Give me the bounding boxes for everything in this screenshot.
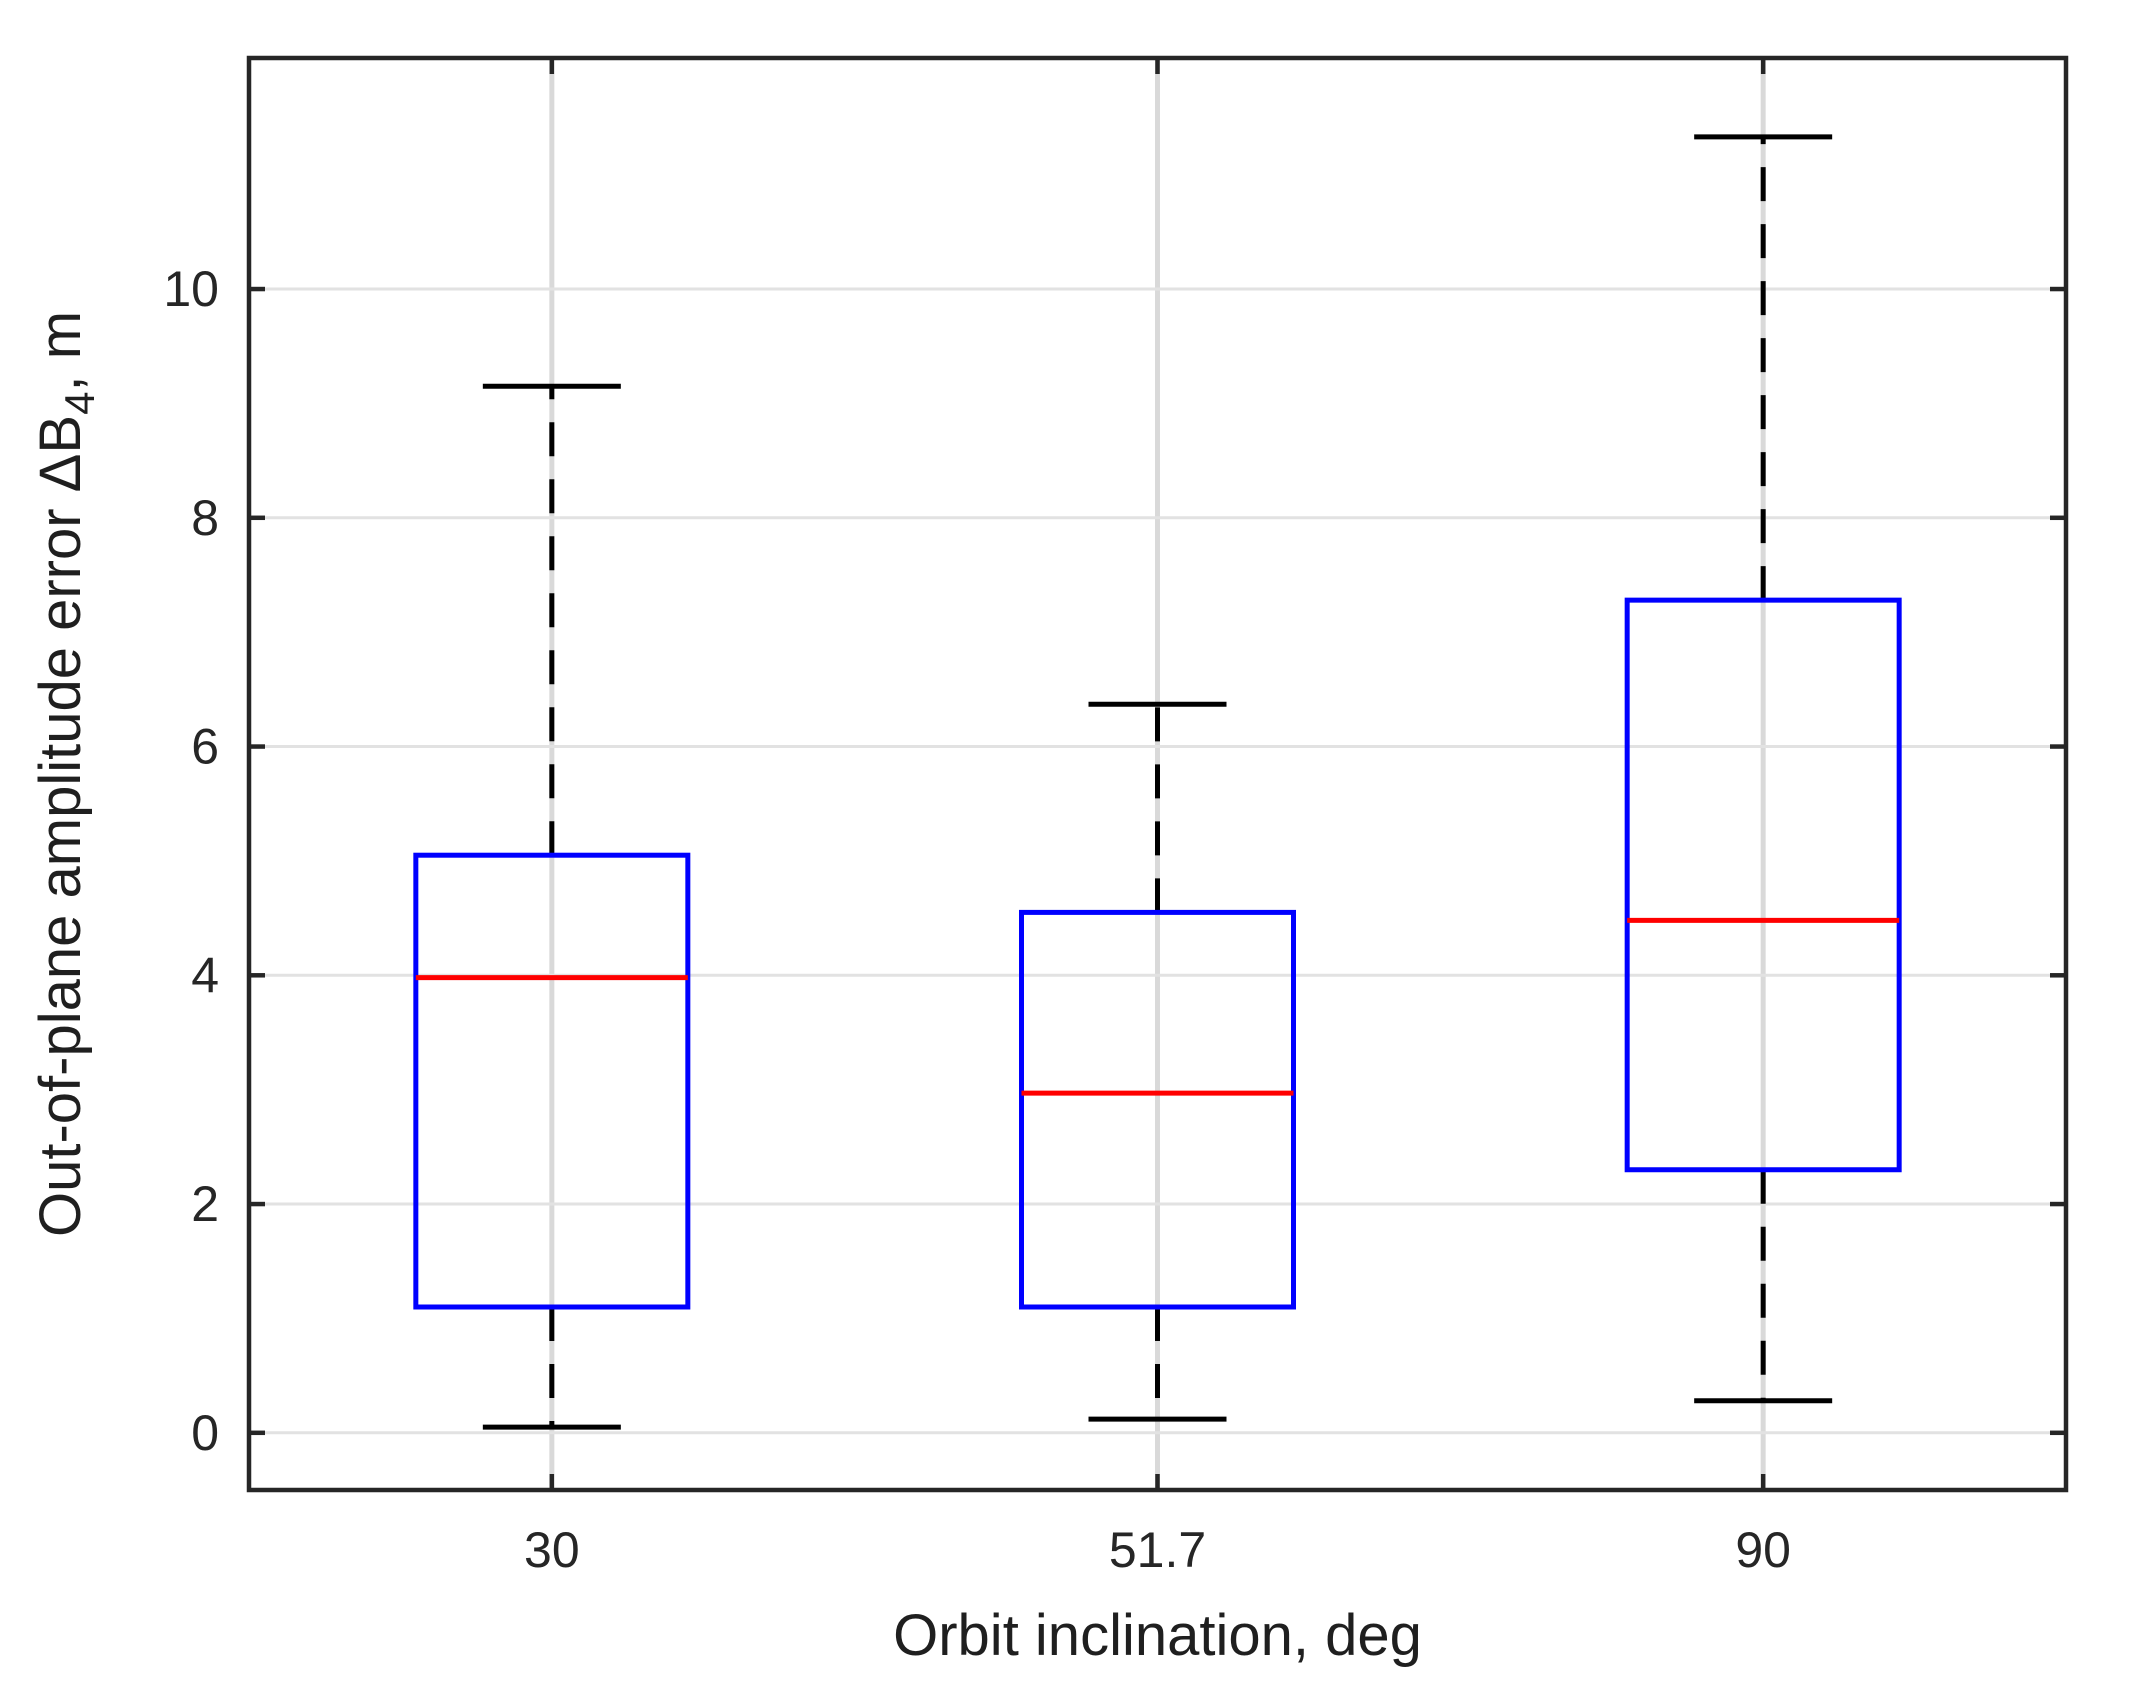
tick-labels-layer: 0 2 4 6 8 10 30 51.7 90 [163, 261, 1791, 1578]
y-axis-label-suffix: , m [28, 311, 93, 392]
y-tick-label-0: 0 [191, 1405, 219, 1461]
boxplot-group-90 [1624, 134, 1902, 1404]
x-tick-label-90: 90 [1735, 1522, 1791, 1578]
ticks-layer [249, 58, 2066, 1490]
y-tick-label-10: 10 [163, 261, 219, 317]
x-tick-label-30: 30 [524, 1522, 580, 1578]
y-axis-label: Out-of-plane amplitude error ΔB4, m [28, 311, 103, 1237]
boxplot-group-30 [413, 383, 691, 1430]
y-tick-label-8: 8 [191, 490, 219, 546]
boxes-layer [413, 134, 1902, 1430]
x-axis-label: Orbit inclination, deg [893, 1603, 1422, 1668]
y-tick-label-4: 4 [191, 947, 219, 1003]
boxplot-group-51.7 [1019, 701, 1296, 1422]
box-rect [413, 852, 691, 1310]
box-rect [1019, 909, 1296, 1310]
y-tick-label-2: 2 [191, 1176, 219, 1232]
y-axis-label-subscript: 4 [56, 392, 103, 415]
x-tick-label-51.7: 51.7 [1109, 1522, 1206, 1578]
y-tick-label-6: 6 [191, 719, 219, 775]
y-axis-label-prefix: Out-of-plane amplitude error ΔB [28, 415, 93, 1237]
box-rect [1624, 597, 1902, 1173]
